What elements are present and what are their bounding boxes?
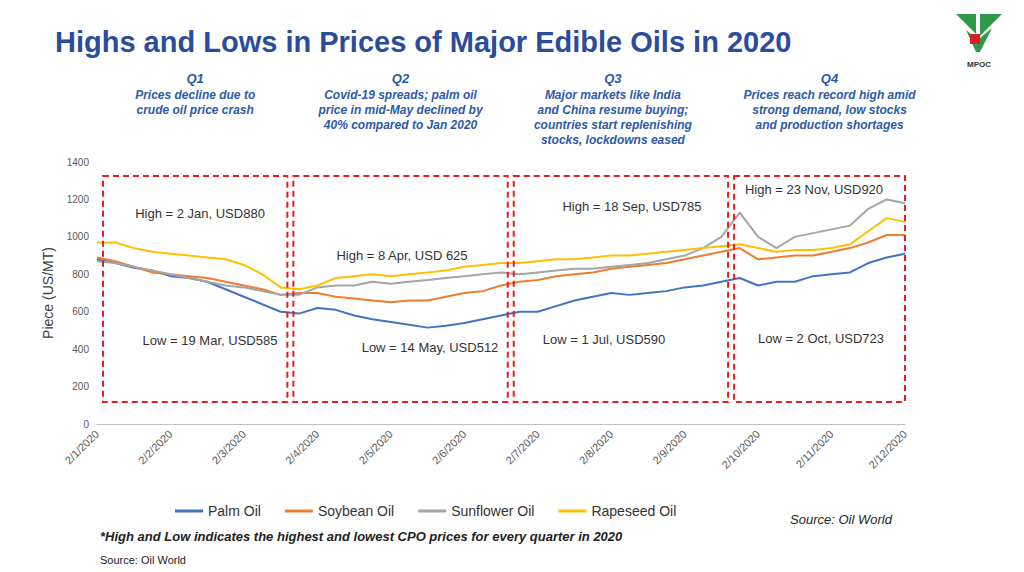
svg-text:Major markets like India: Major markets like India — [545, 88, 681, 102]
svg-text:1400: 1400 — [67, 157, 90, 168]
svg-text:2/6/2020: 2/6/2020 — [430, 428, 469, 467]
svg-text:1200: 1200 — [67, 194, 90, 205]
svg-text:2/4/2020: 2/4/2020 — [283, 428, 322, 467]
svg-text:2/9/2020: 2/9/2020 — [650, 428, 689, 467]
svg-text:Piece (US/MT): Piece (US/MT) — [40, 247, 56, 339]
svg-text:crude oil price crash: crude oil price crash — [136, 103, 253, 117]
svg-text:2/12/2020: 2/12/2020 — [866, 428, 909, 471]
svg-text:Palm Oil: Palm Oil — [208, 503, 261, 519]
svg-text:stocks, lockdowns eased: stocks, lockdowns eased — [541, 133, 686, 147]
svg-text:2/10/2020: 2/10/2020 — [719, 428, 762, 471]
svg-text:price in mid-May declined by: price in mid-May declined by — [318, 103, 484, 117]
svg-text:High = 2 Jan, USD880: High = 2 Jan, USD880 — [135, 206, 265, 221]
svg-text:High = 18 Sep, USD785: High = 18 Sep, USD785 — [562, 199, 701, 214]
svg-text:Prices reach record high amid: Prices reach record high amid — [744, 88, 917, 102]
svg-text:800: 800 — [72, 269, 89, 280]
svg-text:600: 600 — [72, 306, 89, 317]
svg-text:Low = 19 Mar, USD585: Low = 19 Mar, USD585 — [143, 333, 278, 348]
svg-text:Low = 14 May, USD512: Low = 14 May, USD512 — [362, 340, 499, 355]
svg-text:High = 8 Apr, USD 625: High = 8 Apr, USD 625 — [336, 248, 467, 263]
svg-text:Covid-19 spreads; palm oil: Covid-19 spreads; palm oil — [324, 88, 477, 102]
svg-text:Low = 1 Jul, USD590: Low = 1 Jul, USD590 — [543, 332, 665, 347]
svg-text:2/7/2020: 2/7/2020 — [503, 428, 542, 467]
svg-text:Source: Oil World: Source: Oil World — [100, 554, 186, 566]
svg-text:2/5/2020: 2/5/2020 — [356, 428, 395, 467]
svg-text:MPOC: MPOC — [967, 60, 991, 69]
svg-text:Q4: Q4 — [821, 71, 839, 86]
svg-text:and production shortages: and production shortages — [756, 118, 904, 132]
svg-text:Q2: Q2 — [392, 71, 410, 86]
svg-text:strong demand, low stocks: strong demand, low stocks — [752, 103, 907, 117]
svg-text:Sunflower Oil: Sunflower Oil — [451, 503, 534, 519]
svg-text:Soybean Oil: Soybean Oil — [318, 503, 394, 519]
svg-text:Rapeseed Oil: Rapeseed Oil — [591, 503, 676, 519]
svg-text:2/8/2020: 2/8/2020 — [577, 428, 616, 467]
svg-text:Q1: Q1 — [187, 71, 204, 86]
svg-text:2/11/2020: 2/11/2020 — [793, 428, 835, 470]
svg-text:*High and Low indicates the hi: *High and Low indicates the highest and … — [100, 529, 623, 544]
svg-text:1000: 1000 — [67, 231, 90, 242]
svg-text:400: 400 — [72, 344, 89, 355]
svg-text:and China resume buying;: and China resume buying; — [538, 103, 689, 117]
svg-text:2/1/2020: 2/1/2020 — [63, 428, 102, 467]
svg-text:Highs and Lows in Prices of Ma: Highs and Lows in Prices of Major Edible… — [55, 26, 791, 58]
svg-text:2/2/2020: 2/2/2020 — [136, 428, 175, 467]
svg-text:High = 23 Nov, USD920: High = 23 Nov, USD920 — [745, 182, 883, 197]
svg-text:2/3/2020: 2/3/2020 — [209, 428, 248, 467]
svg-text:Source: Oil World: Source: Oil World — [790, 512, 893, 527]
svg-text:Prices decline due to: Prices decline due to — [135, 88, 255, 102]
svg-text:Low = 2 Oct, USD723: Low = 2 Oct, USD723 — [758, 331, 884, 346]
svg-text:40% compared to Jan 2020: 40% compared to Jan 2020 — [323, 118, 478, 132]
svg-text:Q3: Q3 — [604, 71, 622, 86]
svg-text:0: 0 — [83, 419, 89, 430]
svg-text:countries start replenishing: countries start replenishing — [534, 118, 693, 132]
svg-text:200: 200 — [72, 381, 89, 392]
